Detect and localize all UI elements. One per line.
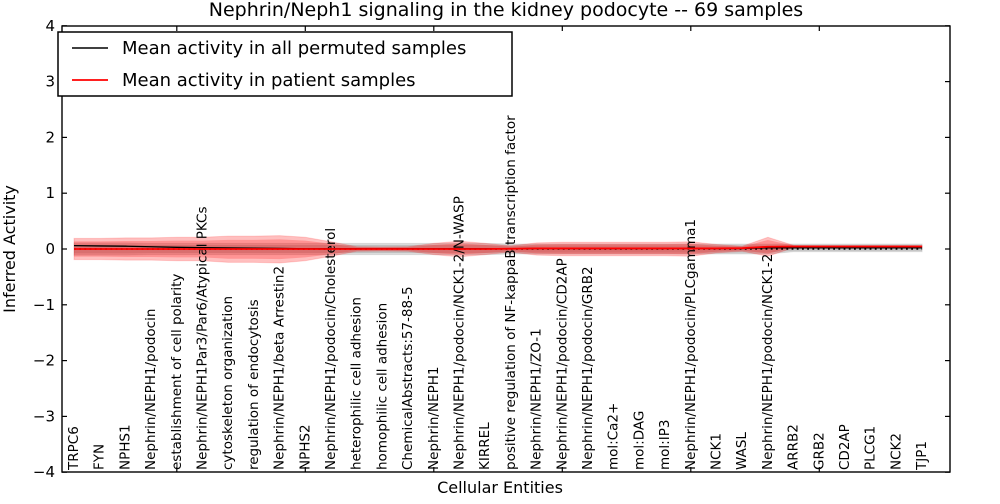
chart-title: Nephrin/Neph1 signaling in the kidney po… [209,0,803,21]
x-category-label: Nephrin/NEPH1/podocin/Cholesterol [323,228,339,470]
patient-mean-line [74,245,923,250]
x-category-label: TRPC6 [66,426,82,471]
x-category-label: NPHS2 [297,424,313,470]
x-category-label: mol:Ca2+ [606,403,622,470]
x-category-label: FYN [92,444,108,470]
y-tick-labels: 4 3 2 1 0 −1 −2 −3 −4 [33,17,55,481]
legend-label-permuted: Mean activity in all permuted samples [122,38,466,59]
x-category-label: establishment of cell polarity [169,274,185,470]
x-category-label: PLCG1 [863,426,879,470]
x-category-label: Nephrin/NEPH1/podocin/PLCgamma1 [683,219,699,470]
mean-lines [73,245,923,250]
x-category-label: Nephrin/NEPH1/ZO-1 [529,328,545,470]
x-category-label: GRB2 [811,432,827,470]
x-category-label: mol:IP3 [657,420,673,470]
x-category-label: cytoskeleton organization [220,296,236,470]
legend-box [57,31,513,97]
x-category-label: ARRB2 [786,424,802,470]
x-category-label: CD2AP [837,424,853,470]
x-category-label: heterophilic cell adhesion [349,297,365,470]
x-category-label: mol:DAG [631,411,647,470]
y-tick-label: −1 [33,296,55,314]
x-category-label: Nephrin/NEPH1/podocin [143,309,159,470]
x-category-labels: TRPC6 FYN NPHS1 Nephrin/NEPH1/podocin establ… [66,115,930,471]
x-category-label: NCK2 [888,433,904,470]
x-category-label: KIRREL [477,422,493,470]
x-category-label: NCK1 [709,433,725,470]
y-tick-label: 4 [45,17,55,35]
x-category-label: positive regulation of NF-kappaB transcr… [503,115,519,470]
x-category-label: TJP1 [914,441,930,471]
x-category-label: Nephrin/NEPH1/podocin/GRB2 [580,266,596,470]
x-category-label: homophilic cell adhesion [374,303,390,470]
legend-label-patient: Mean activity in patient samples [122,70,416,91]
x-category-label: Nephrin/NEPH1/podocin/NCK1-2 [760,254,776,470]
x-category-label: Nephrin/NEPH1 [426,367,442,470]
x-category-label: Nephrin/NEPH1/beta Arrestin2 [272,266,288,470]
x-category-label: ChemicalAbstracts:57-88-5 [400,286,416,470]
y-tick-label: 0 [45,240,55,258]
y-tick-label: −2 [33,352,55,370]
x-category-label: regulation of endocytosis [246,299,262,470]
x-category-label: Nephrin/NEPH1Par3/Par6/Atypical PKCs [195,207,211,471]
legend: Mean activity in all permuted samples Me… [57,31,513,97]
y-tick-label: −3 [33,407,55,425]
x-category-label: NPHS1 [117,424,133,470]
y-axis-label: Inferred Activity [0,185,19,313]
x-axis-label: Cellular Entities [437,478,563,497]
plot-border [61,25,951,473]
x-category-label: Nephrin/NEPH1/podocin/NCK1-2/N-WASP [452,196,468,470]
y-tick-label: 2 [45,128,55,146]
y-tick-label: 3 [45,73,55,91]
y-tick-label: −4 [33,463,55,481]
x-category-label: Nephrin/NEPH1/podocin/CD2AP [554,258,570,470]
y-tick-label: 1 [45,184,55,202]
x-category-label: WASL [734,432,750,470]
